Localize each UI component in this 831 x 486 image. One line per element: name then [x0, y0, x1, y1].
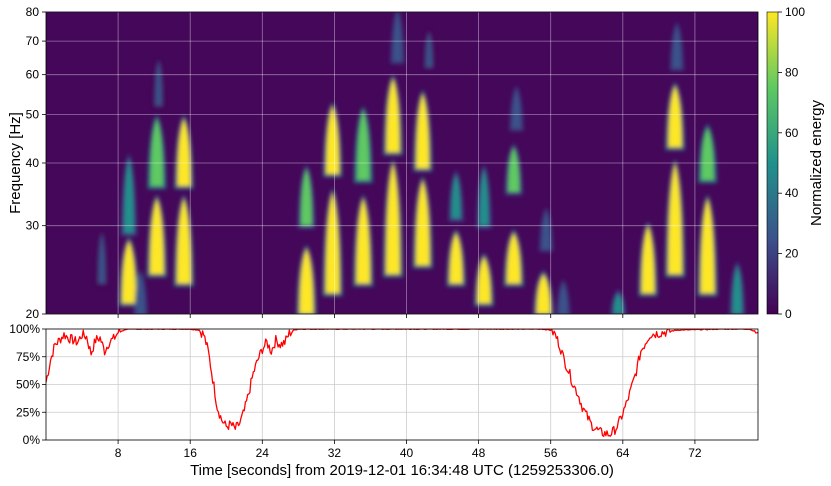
y-tick-label: 100% [9, 322, 40, 336]
chirp-12 [323, 101, 343, 178]
chirp-19 [413, 89, 433, 172]
chirp-28 [533, 270, 554, 314]
colorbar-ticks: 0 20 40 60 80 100 [778, 5, 805, 321]
x-tick-label: 32 [328, 446, 342, 460]
chirp-15 [382, 159, 403, 278]
x-tick-label: 16 [184, 446, 198, 460]
chirp-5 [173, 194, 194, 287]
chirp-3 [147, 114, 167, 189]
x-tick-label: 40 [400, 446, 414, 460]
chirp-36 [698, 123, 717, 183]
chirp-24 [476, 164, 492, 229]
chirp-22 [448, 170, 464, 222]
chirp-4 [152, 56, 166, 109]
x-tick-label: 48 [472, 446, 486, 460]
y-tick-label: 60 [26, 68, 40, 82]
line-y-ticks: 0% 25% 50% 75% 100% [9, 322, 46, 447]
chirp-14 [353, 106, 373, 183]
spectrogram-chirps [95, 12, 745, 314]
colorbar-label: Normalized energy [808, 100, 825, 226]
chirp-21 [446, 229, 466, 287]
chirp-23 [474, 252, 494, 307]
y-tick-label: 0% [23, 433, 41, 447]
chirp-38 [556, 279, 571, 314]
chirp-18 [412, 175, 433, 269]
colorbar-tick-label: 80 [785, 65, 799, 79]
chirp-25 [503, 229, 524, 287]
colorbar-tick-label: 60 [785, 126, 799, 140]
x-tick-label: 8 [115, 446, 122, 460]
x-tick-label: 56 [544, 446, 558, 460]
y-tick-label: 20 [26, 307, 40, 321]
chirp-20 [422, 27, 436, 71]
chirp-2 [146, 194, 167, 278]
chirp-13 [353, 194, 374, 287]
chirp-7 [133, 270, 148, 314]
chirp-37 [729, 261, 745, 314]
x-tick-label: 24 [256, 446, 270, 460]
y-tick-label: 70 [26, 34, 40, 48]
chirp-6 [174, 114, 194, 189]
x-tick-label: 64 [616, 446, 630, 460]
y-tick-label: 80 [26, 5, 40, 19]
x-tick-label: 72 [688, 446, 702, 460]
line-x-ticks: 8 16 24 32 40 48 56 64 72 [115, 440, 702, 460]
colorbar: 0 20 40 60 80 100 Normalized energy [766, 5, 825, 321]
chirp-32 [665, 159, 686, 278]
chirp-8 [95, 229, 109, 287]
chirp-17 [390, 12, 405, 64]
chirp-35 [697, 194, 718, 297]
colorbar-gradient [766, 11, 779, 315]
chirp-11 [322, 188, 343, 297]
chirp-30 [610, 289, 626, 314]
colorbar-tick-label: 100 [785, 5, 805, 19]
chirp-1 [120, 153, 137, 237]
chirp-33 [665, 81, 685, 151]
spectrogram-y-ticks: 20 30 40 50 60 70 80 [26, 5, 696, 321]
x-axis-label: Time [seconds] from 2019-12-01 16:34:48 … [190, 462, 614, 479]
y-tick-label: 50% [16, 378, 40, 392]
colorbar-tick-label: 20 [785, 247, 799, 261]
chirp-16 [383, 74, 403, 156]
colorbar-tick-label: 0 [785, 307, 792, 321]
y-tick-label: 40 [26, 156, 40, 170]
line-panel: 0% 25% 50% 75% 100% 8 16 24 32 40 48 56 64 72 Time [… [9, 322, 759, 479]
y-tick-label: 50 [26, 107, 40, 121]
y-tick-label: 25% [16, 405, 40, 419]
spectrogram-panel: 20 30 40 50 60 70 80 Frequency [Hz] [7, 5, 759, 321]
chirp-34 [670, 22, 684, 71]
chirp-0 [118, 236, 139, 307]
colorbar-tick-label: 40 [785, 186, 799, 200]
chirp-27 [509, 85, 524, 131]
chirp-29 [539, 207, 554, 252]
y-tick-label: 75% [16, 350, 40, 364]
chirp-31 [638, 221, 658, 297]
chirp-9 [296, 244, 317, 314]
spectrogram-y-axis-label: Frequency [Hz] [7, 112, 24, 214]
chirp-26 [504, 143, 523, 196]
chirp-10 [297, 164, 316, 229]
y-tick-label: 30 [26, 219, 40, 233]
